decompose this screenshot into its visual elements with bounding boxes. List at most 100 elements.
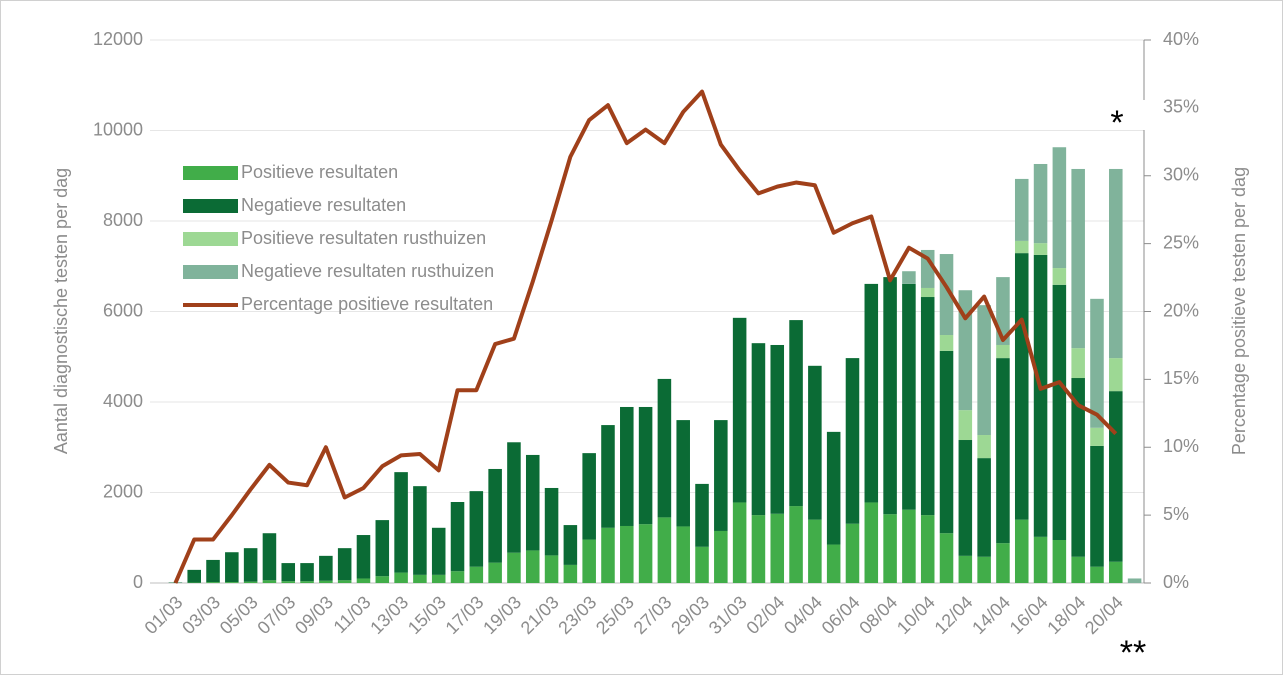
bar [243, 548, 258, 582]
bar [319, 580, 333, 583]
bar [262, 580, 277, 583]
bar [375, 520, 390, 577]
bar [1052, 540, 1067, 583]
bar [394, 572, 408, 583]
bar [1071, 556, 1085, 583]
bar [1090, 566, 1104, 583]
bar [638, 524, 653, 583]
legend-label: Positieve resultaten [241, 162, 398, 182]
bar [826, 544, 841, 583]
y2-tick-label: 25% [1163, 232, 1199, 252]
bar [657, 378, 672, 518]
bar [507, 442, 521, 553]
bar [751, 515, 766, 583]
y2-tick-label: 5% [1163, 504, 1189, 524]
legend-label: Negatieve resultaten [241, 195, 406, 215]
bar [845, 358, 860, 524]
bar [1052, 268, 1067, 285]
bar [319, 555, 333, 581]
bar [676, 420, 690, 527]
bar [601, 425, 615, 528]
bar [958, 410, 973, 441]
bar [996, 344, 1010, 359]
bar [695, 483, 709, 547]
bar [1014, 519, 1029, 583]
bar [920, 287, 935, 298]
bar [1071, 168, 1085, 349]
bar [920, 515, 935, 583]
bar [751, 343, 766, 516]
bar [714, 420, 728, 531]
y2-tick-label: 15% [1163, 368, 1199, 388]
bar [920, 297, 935, 516]
bar [620, 406, 634, 526]
y-tick-label: 0 [133, 572, 143, 592]
bar [281, 581, 296, 583]
bar [864, 502, 879, 583]
bar [225, 552, 239, 583]
bar [1109, 358, 1123, 392]
bar [431, 574, 446, 583]
y-tick-label: 6000 [103, 300, 143, 320]
bar [977, 458, 991, 557]
bar [902, 271, 916, 284]
bar [1090, 445, 1104, 567]
y-tick-label: 4000 [103, 391, 143, 411]
bar [337, 580, 352, 583]
bar [939, 533, 954, 583]
bar [525, 550, 540, 583]
bar [732, 502, 747, 583]
y-tick-label: 8000 [103, 210, 143, 230]
bar [337, 548, 352, 581]
bar [977, 556, 991, 583]
bar [262, 533, 277, 581]
bar [413, 486, 427, 575]
bar [996, 358, 1010, 544]
legend-label: Percentage positieve resultaten [241, 294, 493, 314]
bar [902, 509, 916, 583]
bar [676, 526, 690, 583]
bar [977, 305, 991, 436]
bar [977, 435, 991, 459]
bar [883, 277, 897, 515]
bar [939, 335, 954, 351]
y2-tick-label: 40% [1163, 29, 1199, 49]
bar [1033, 243, 1048, 255]
bar [789, 506, 803, 583]
bar [563, 525, 578, 565]
bar [958, 440, 973, 556]
bar [638, 406, 653, 525]
bar [563, 564, 578, 583]
bar [300, 563, 314, 582]
bar [808, 365, 822, 520]
bar [695, 546, 709, 583]
legend-swatch [183, 265, 238, 279]
bar [469, 566, 484, 583]
bar [845, 523, 860, 583]
y2-axis-title: Percentage positieve testen per dag [1229, 167, 1249, 455]
bar [488, 468, 502, 563]
bar [939, 350, 954, 534]
bar [206, 582, 220, 583]
bar [1090, 298, 1104, 428]
bar [450, 571, 465, 583]
bar [601, 527, 615, 583]
y2-tick-label: 30% [1163, 165, 1199, 185]
bar [1127, 578, 1142, 583]
bar [789, 320, 803, 507]
bar [732, 317, 747, 503]
bar [544, 487, 559, 556]
bar [206, 559, 220, 583]
bar [375, 576, 390, 583]
bar [826, 431, 841, 545]
bar [620, 525, 634, 583]
y2-tick-label: 35% [1163, 97, 1199, 117]
line [173, 89, 1118, 584]
bar [431, 527, 446, 575]
bar [450, 502, 465, 572]
bar [1109, 391, 1123, 562]
y-tick-label: 12000 [93, 29, 143, 49]
bar [300, 581, 314, 583]
bar [225, 582, 239, 583]
